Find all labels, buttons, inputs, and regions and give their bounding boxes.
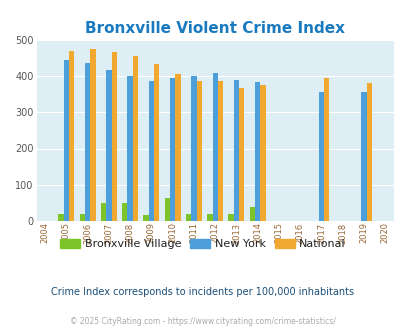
Bar <box>69 51 74 221</box>
Bar <box>233 80 239 221</box>
Bar <box>249 207 254 221</box>
Bar <box>90 50 95 221</box>
Bar <box>212 73 217 221</box>
Bar <box>64 59 69 221</box>
Text: Crime Index corresponds to incidents per 100,000 inhabitants: Crime Index corresponds to incidents per… <box>51 287 354 297</box>
Bar <box>207 214 212 221</box>
Bar <box>164 197 170 221</box>
Bar <box>175 74 180 221</box>
Bar <box>360 91 366 221</box>
Bar <box>148 81 153 221</box>
Bar <box>153 64 159 221</box>
Bar <box>79 214 85 221</box>
Bar <box>111 51 117 221</box>
Bar <box>323 78 329 221</box>
Bar <box>100 203 106 221</box>
Text: © 2025 CityRating.com - https://www.cityrating.com/crime-statistics/: © 2025 CityRating.com - https://www.city… <box>70 317 335 326</box>
Bar <box>228 214 233 221</box>
Bar <box>366 83 371 221</box>
Bar <box>185 214 191 221</box>
Bar <box>127 76 132 221</box>
Bar <box>191 76 196 221</box>
Bar <box>170 78 175 221</box>
Bar <box>217 81 223 221</box>
Title: Bronxville Violent Crime Index: Bronxville Violent Crime Index <box>85 21 344 36</box>
Bar <box>85 63 90 221</box>
Bar <box>318 91 323 221</box>
Bar <box>260 84 265 221</box>
Bar <box>132 56 138 221</box>
Bar <box>58 214 64 221</box>
Legend: Bronxville Village, New York, National: Bronxville Village, New York, National <box>56 234 349 253</box>
Bar <box>122 203 127 221</box>
Bar <box>106 70 111 221</box>
Bar <box>254 82 260 221</box>
Bar <box>196 81 201 221</box>
Bar <box>143 214 148 221</box>
Bar <box>239 88 244 221</box>
